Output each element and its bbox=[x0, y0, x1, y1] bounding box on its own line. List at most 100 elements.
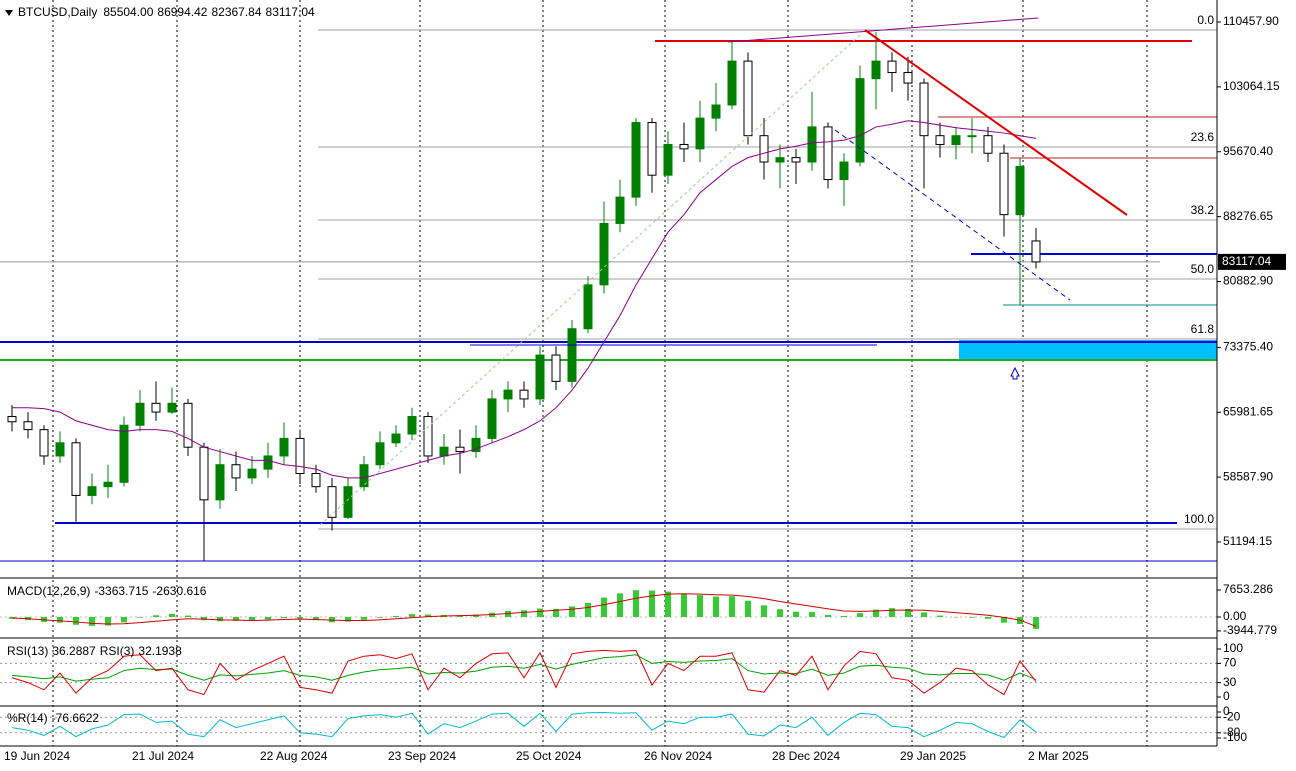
y-tick-label: 100 bbox=[1223, 641, 1243, 655]
candle-body bbox=[983, 135, 993, 154]
macd-bar bbox=[889, 608, 895, 617]
macd-bar bbox=[969, 616, 975, 618]
candle-body bbox=[375, 442, 385, 466]
candle-body bbox=[439, 446, 449, 457]
y-tick-label: 103064.15 bbox=[1223, 79, 1280, 93]
candle-body bbox=[487, 398, 497, 439]
fib-label: 23.6 bbox=[1191, 130, 1215, 144]
candle-body bbox=[39, 429, 49, 457]
y-tick-label: 58587.90 bbox=[1223, 469, 1273, 483]
y-tick-label: 30 bbox=[1223, 675, 1237, 689]
macd-bar bbox=[473, 614, 479, 617]
macd-bar bbox=[233, 616, 239, 621]
candle-body bbox=[839, 161, 849, 181]
macd-bar bbox=[841, 615, 847, 617]
macd-bar bbox=[73, 616, 79, 625]
macd-bar bbox=[345, 616, 351, 622]
candle-body bbox=[423, 415, 433, 457]
macd-bar bbox=[809, 612, 815, 617]
candle-body bbox=[119, 424, 129, 483]
macd-bar bbox=[297, 616, 303, 619]
macd-bar bbox=[793, 611, 799, 617]
y-tick-label: 88276.65 bbox=[1223, 209, 1273, 223]
frame bbox=[0, 0, 1218, 747]
candle-body bbox=[775, 157, 785, 163]
macd-bar bbox=[505, 611, 511, 617]
macd-bar bbox=[665, 591, 671, 617]
candle-body bbox=[631, 122, 641, 198]
candle-body bbox=[615, 196, 625, 224]
macd-bar bbox=[553, 608, 559, 617]
fib-label: 61.8 bbox=[1191, 322, 1215, 336]
macd-bar bbox=[857, 613, 863, 617]
candle-body bbox=[679, 143, 689, 150]
y-tick-label: -100 bbox=[1223, 730, 1247, 744]
candle-body bbox=[71, 442, 81, 496]
legend-label: %R(14) bbox=[7, 711, 48, 725]
y-tick-label: -80 bbox=[1223, 725, 1241, 739]
legend-label: RSI(13) bbox=[7, 644, 48, 658]
macd-bar bbox=[57, 616, 63, 623]
y-tick-label: 70 bbox=[1223, 656, 1237, 670]
zone bbox=[959, 340, 1217, 360]
macd-bar bbox=[713, 596, 719, 617]
macd-bar bbox=[249, 616, 255, 621]
macd-bar bbox=[761, 605, 767, 617]
macd-bar bbox=[825, 614, 831, 617]
macd-bar bbox=[457, 615, 463, 617]
series-line bbox=[11, 593, 1037, 627]
candle-body bbox=[583, 284, 593, 330]
candle-body bbox=[279, 437, 289, 457]
macd-bar bbox=[169, 613, 175, 617]
candle-body bbox=[471, 437, 481, 453]
plot: 0.0 23.6 38.2 50.0 61.8 100.0 bbox=[0, 13, 1217, 739]
y-tick-label: 80882.90 bbox=[1223, 274, 1273, 288]
macd-bar bbox=[649, 590, 655, 617]
macd-value: -3363.715 bbox=[94, 584, 148, 598]
price-box bbox=[1218, 253, 1286, 270]
candle-body bbox=[87, 486, 97, 496]
macd-bar bbox=[729, 596, 735, 617]
candle-body bbox=[1031, 240, 1041, 263]
candle-body bbox=[519, 389, 529, 400]
trendline bbox=[864, 29, 1128, 216]
candle-body bbox=[599, 222, 609, 286]
menu-icon[interactable] bbox=[5, 10, 13, 16]
candle-body bbox=[183, 402, 193, 448]
y-tick-label: 51194.15 bbox=[1223, 534, 1272, 548]
trendline bbox=[319, 34, 861, 526]
series-line bbox=[11, 654, 1037, 682]
candle-body bbox=[359, 464, 369, 488]
x-tick-label: 22 Aug 2024 bbox=[260, 749, 328, 763]
chart-title: BTCUSD,Daily bbox=[18, 5, 97, 19]
y-tick-label: 73375.40 bbox=[1223, 340, 1273, 354]
macd-bar bbox=[937, 615, 943, 617]
candle-body bbox=[151, 402, 161, 413]
y-tick-label: 110457.90 bbox=[1223, 14, 1279, 28]
macd-bar bbox=[409, 614, 415, 617]
x-tick-label: 29 Jan 2025 bbox=[900, 749, 966, 763]
macd-bar bbox=[697, 595, 703, 617]
y-tick-label: 0.00 bbox=[1223, 609, 1247, 623]
y-tick-label: 7653.286 bbox=[1223, 582, 1273, 596]
macd-bar bbox=[201, 616, 207, 621]
candle-body bbox=[567, 328, 577, 382]
macd-bar bbox=[313, 616, 319, 621]
macd-bar bbox=[537, 608, 543, 617]
series-line bbox=[11, 712, 1037, 739]
macd-bar bbox=[985, 616, 991, 619]
candle-body bbox=[391, 433, 401, 444]
macd-bar bbox=[905, 608, 911, 617]
macd-bar bbox=[121, 616, 127, 623]
candle-body bbox=[855, 78, 865, 163]
candle-body bbox=[967, 135, 977, 138]
chart-header: BTCUSD,Daily 85504.00 86994.42 82367.84 8311… bbox=[18, 5, 315, 19]
macd-bar bbox=[281, 616, 287, 619]
candle-body bbox=[455, 446, 465, 453]
macd-bar bbox=[569, 606, 575, 617]
macd-bar bbox=[425, 614, 431, 617]
candle-body bbox=[919, 82, 929, 137]
arrow-icon bbox=[1010, 366, 1020, 380]
macd-bar bbox=[265, 616, 271, 620]
macd-bar bbox=[9, 616, 15, 619]
